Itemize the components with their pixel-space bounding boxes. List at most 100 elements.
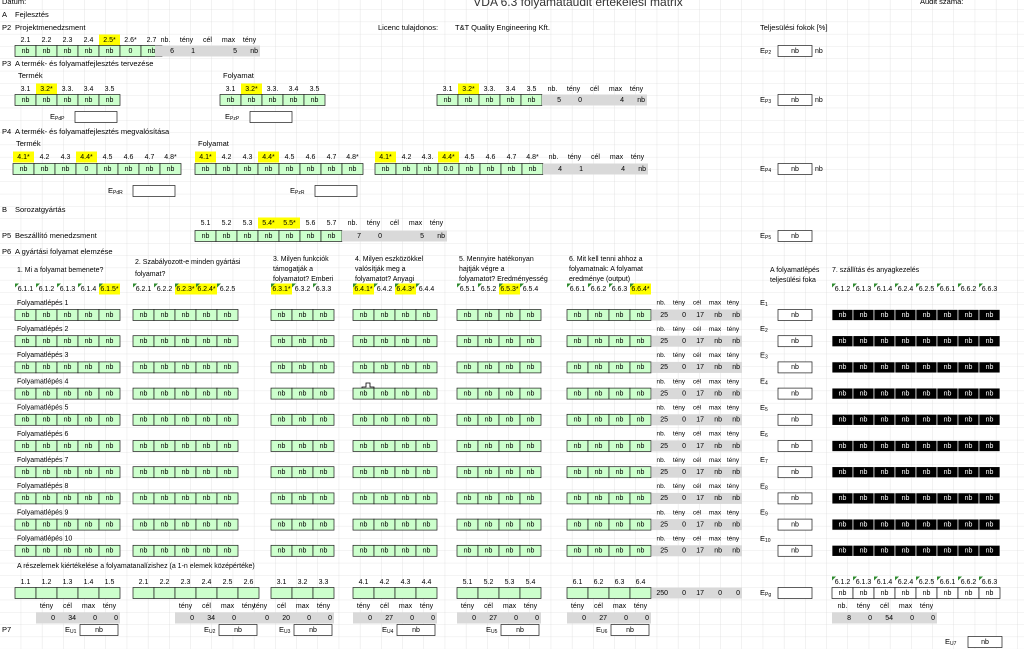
question-text: folyamatot? Emberi [273,276,334,283]
element-result: nb [516,627,524,634]
question-number: 3.4 [506,86,516,93]
step-label: Folyamatlépés 5 [17,405,68,412]
answer: nb [423,390,431,397]
answer-box [98,440,121,452]
summary-header: tény [243,37,257,44]
sub-result-box [249,111,293,123]
answer: nb [485,443,493,450]
stat-value: 27 [385,615,393,622]
answer: nb [161,495,169,502]
answer: nb [224,312,232,319]
answer: nb [360,443,368,450]
answer: nb [402,469,410,476]
transport-cell: nb [944,548,952,555]
answer-box [415,387,438,400]
question-number-box [76,151,97,163]
answer: nb [85,364,93,371]
summary-header: cél [693,431,702,438]
answer: nb [465,97,473,104]
element-box [237,587,260,599]
summary-header: tény [673,352,686,359]
summary-value: 4 [558,166,562,173]
answer-box [415,440,438,452]
answer-box [629,518,652,531]
comment-marker [937,576,941,581]
comment-marker [916,576,920,581]
fulfilment-box [777,45,813,57]
summary-value: 17 [696,495,704,502]
answer: nb [244,233,252,240]
fulfilment-box [777,466,813,479]
question-number: 4.5 [103,154,113,161]
answer: nb [85,521,93,528]
answer: nb [529,166,537,173]
answer-box [216,518,239,531]
transport-title: 7. szállítás és anyagkezelés [832,267,920,274]
answer: nb [269,97,277,104]
question-number: 6.5.3* [500,286,519,293]
summary-header: max [409,220,423,227]
answer-box [415,544,438,557]
answer: nb [320,312,328,319]
question-number-box [241,83,262,95]
summary-value: 4 [621,166,625,173]
stat-box [353,612,437,624]
answer: nb [85,312,93,319]
answer: nb [320,417,328,424]
section-title: A termék- és folyamatfejlesztés megvalós… [15,127,170,136]
element-number: 3.2 [298,579,308,586]
transport-cell: nb [881,312,889,319]
transport-cell: nb [860,417,868,424]
question-number: 4.2 [222,154,232,161]
e-label: E6 [760,429,768,439]
question-number: 6.5.4 [523,286,539,293]
e-label: EP2 [760,46,771,56]
summary-header: max [709,536,722,543]
summary-value: 54 [885,615,893,622]
answer: nb [182,312,190,319]
e-subscript: 3 [765,355,768,361]
transport-cell: nb [965,390,973,397]
e-label: EPzP [225,112,240,122]
section-code: B [2,205,7,214]
fulfilment-extra: nb [815,97,823,104]
answer: nb [43,390,51,397]
summary-header: cél [693,300,702,307]
summary-header: cél [203,37,212,44]
comment-marker [175,283,179,288]
section-code: A [2,10,7,19]
e-label: E9 [760,508,768,518]
answer-box [216,361,239,374]
stat-value: 34 [207,615,215,622]
transport-header: 6.6.2 [961,579,977,586]
answer: nb [278,390,286,397]
stat-value: 0 [307,615,311,622]
question-text: eredménye (output) [569,276,630,283]
answer: nb [106,364,114,371]
answer: nb [43,364,51,371]
answer: nb [104,166,112,173]
stat-value: 20 [282,615,290,622]
stat-header: tény [634,603,648,610]
element-number: 4.1 [359,579,369,586]
summary-box [652,414,742,426]
question-number-box [99,283,120,295]
transport-header: 6.1.2 [835,286,851,293]
section-code: P4 [2,127,11,136]
summary-header: max [222,37,236,44]
transport-cell: nb [923,469,931,476]
summary-value: nb [437,233,445,240]
element-number: 1.2 [42,579,52,586]
e-symbol: E [225,112,230,121]
stat-value: 0 [645,615,649,622]
element-result-box [293,624,333,636]
answer-box [629,387,652,400]
answer-box [312,335,335,348]
element-number: 4.3 [401,579,411,586]
answer: nb [506,548,514,555]
transport-cell: nb [881,469,889,476]
summary-header: cél [693,378,702,385]
element-box [14,587,37,599]
element-number: 2.5 [223,579,233,586]
question-number: 4.6 [124,154,134,161]
